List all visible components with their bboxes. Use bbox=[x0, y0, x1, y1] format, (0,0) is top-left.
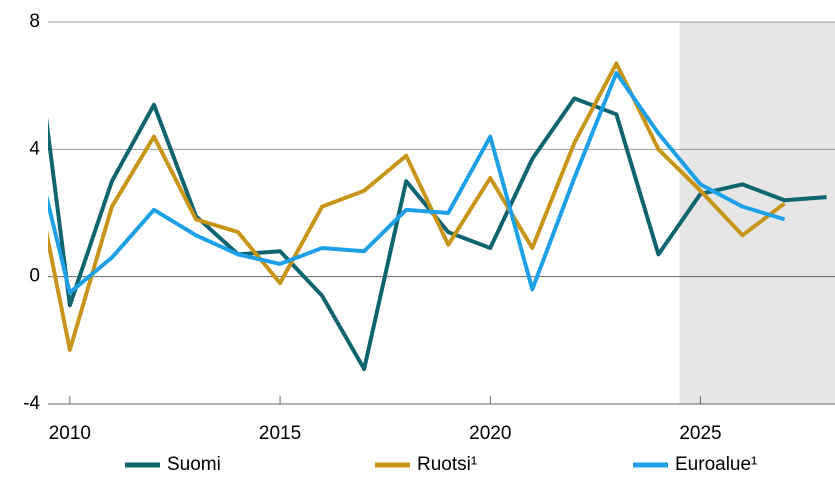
y-tick-label: 8 bbox=[29, 11, 40, 32]
legend-label: Euroalue¹ bbox=[675, 454, 757, 475]
x-tick-label: 2025 bbox=[679, 423, 721, 444]
y-tick-label: 4 bbox=[29, 138, 40, 159]
x-tick-label: 2020 bbox=[469, 423, 511, 444]
series-line bbox=[48, 61, 786, 352]
legend-label: Suomi bbox=[167, 454, 221, 475]
series-line bbox=[48, 96, 827, 371]
x-tick-label: 2010 bbox=[49, 423, 91, 444]
x-tick-label: 2015 bbox=[259, 423, 301, 444]
legend-label: Ruotsi¹ bbox=[417, 454, 477, 475]
y-tick-label: 0 bbox=[29, 266, 40, 287]
y-tick-label: -4 bbox=[23, 393, 40, 414]
series-line bbox=[48, 70, 786, 295]
lines bbox=[48, 61, 827, 371]
